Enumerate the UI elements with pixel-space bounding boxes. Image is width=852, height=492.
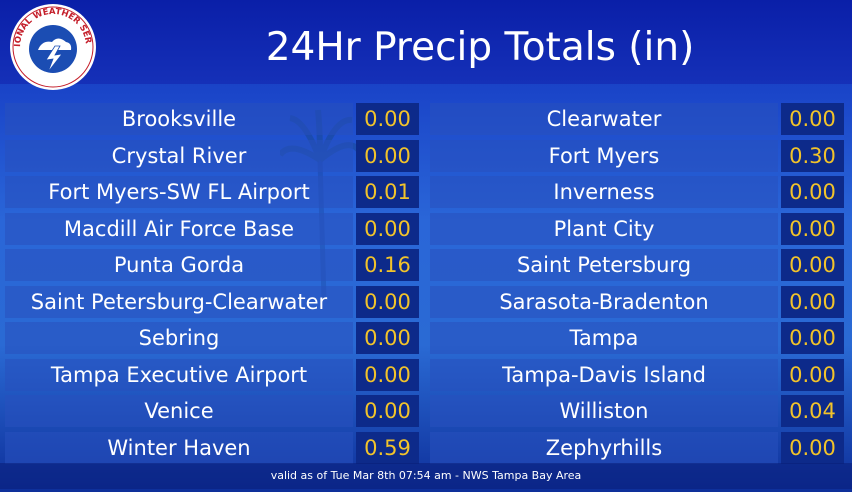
station-name: Fort Myers — [430, 139, 778, 172]
precip-value: 0.00 — [781, 358, 844, 391]
station-name: Tampa Executive Airport — [5, 358, 353, 391]
station-name: Brooksville — [5, 103, 353, 135]
station-name: Clearwater — [430, 103, 778, 135]
station-row: Fort Myers-SW FL Airport 0.01 — [5, 176, 419, 208]
station-name: Sarasota-Bradenton — [430, 285, 778, 318]
precip-value: 0.00 — [356, 103, 419, 135]
precip-value: 0.30 — [781, 139, 844, 172]
station-row: Williston 0.04 — [430, 395, 844, 427]
station-row: Saint Petersburg 0.00 — [430, 249, 844, 281]
station-row: Fort Myers 0.30 — [430, 139, 844, 172]
precip-value: 0.00 — [356, 395, 419, 427]
precip-value: 0.00 — [781, 431, 844, 464]
nws-logo: NATIONAL WEATHER SERVICE — [8, 2, 96, 90]
station-name: Crystal River — [5, 139, 353, 172]
station-name: Saint Petersburg — [430, 249, 778, 281]
station-name: Inverness — [430, 176, 778, 208]
station-row: Tampa 0.00 — [430, 322, 844, 354]
station-name: Macdill Air Force Base — [5, 212, 353, 245]
station-row: Sebring 0.00 — [5, 322, 419, 354]
station-row: Crystal River 0.00 — [5, 139, 419, 172]
station-row: Tampa-Davis Island 0.00 — [430, 358, 844, 391]
station-name: Plant City — [430, 212, 778, 245]
station-row: Inverness 0.00 — [430, 176, 844, 208]
precip-value: 0.00 — [356, 358, 419, 391]
precip-value: 0.00 — [781, 103, 844, 135]
valid-time-footer: valid as of Tue Mar 8th 07:54 am - NWS T… — [0, 463, 852, 489]
page-title: 24Hr Precip Totals (in) — [265, 25, 695, 70]
station-row: Clearwater 0.00 — [430, 103, 844, 135]
precip-value: 0.01 — [356, 176, 419, 208]
station-name: Venice — [5, 395, 353, 427]
station-row: Winter Haven 0.59 — [5, 431, 419, 464]
station-name: Saint Petersburg-Clearwater — [5, 285, 353, 318]
station-name: Williston — [430, 395, 778, 427]
precip-value: 0.00 — [356, 139, 419, 172]
station-row: Brooksville 0.00 — [5, 103, 419, 135]
precip-value: 0.00 — [781, 212, 844, 245]
station-row: Venice 0.00 — [5, 395, 419, 427]
station-name: Tampa-Davis Island — [430, 358, 778, 391]
station-row: Sarasota-Bradenton 0.00 — [430, 285, 844, 318]
station-name: Zephyrhills — [430, 431, 778, 464]
precip-value: 0.00 — [781, 285, 844, 318]
station-name: Punta Gorda — [5, 249, 353, 281]
precip-value: 0.00 — [356, 322, 419, 354]
station-name: Sebring — [5, 322, 353, 354]
station-name: Winter Haven — [5, 431, 353, 464]
station-row: Macdill Air Force Base 0.00 — [5, 212, 419, 245]
precip-value: 0.00 — [781, 322, 844, 354]
precip-value: 0.59 — [356, 431, 419, 464]
stations-column-right: Clearwater 0.00 Fort Myers 0.30 Inverness 0.0… — [430, 103, 844, 468]
header-banner: 24Hr Precip Totals (in) — [0, 0, 852, 84]
precip-value: 0.04 — [781, 395, 844, 427]
precip-value: 0.00 — [781, 249, 844, 281]
station-row: Zephyrhills 0.00 — [430, 431, 844, 464]
stations-column-left: Brooksville 0.00 Crystal River 0.00 Fort Mye… — [5, 103, 419, 468]
station-name: Tampa — [430, 322, 778, 354]
precip-value: 0.16 — [356, 249, 419, 281]
precip-value: 0.00 — [356, 212, 419, 245]
station-row: Tampa Executive Airport 0.00 — [5, 358, 419, 391]
precip-value: 0.00 — [356, 285, 419, 318]
precip-value: 0.00 — [781, 176, 844, 208]
station-row: Saint Petersburg-Clearwater 0.00 — [5, 285, 419, 318]
station-row: Plant City 0.00 — [430, 212, 844, 245]
station-row: Punta Gorda 0.16 — [5, 249, 419, 281]
station-name: Fort Myers-SW FL Airport — [5, 176, 353, 208]
